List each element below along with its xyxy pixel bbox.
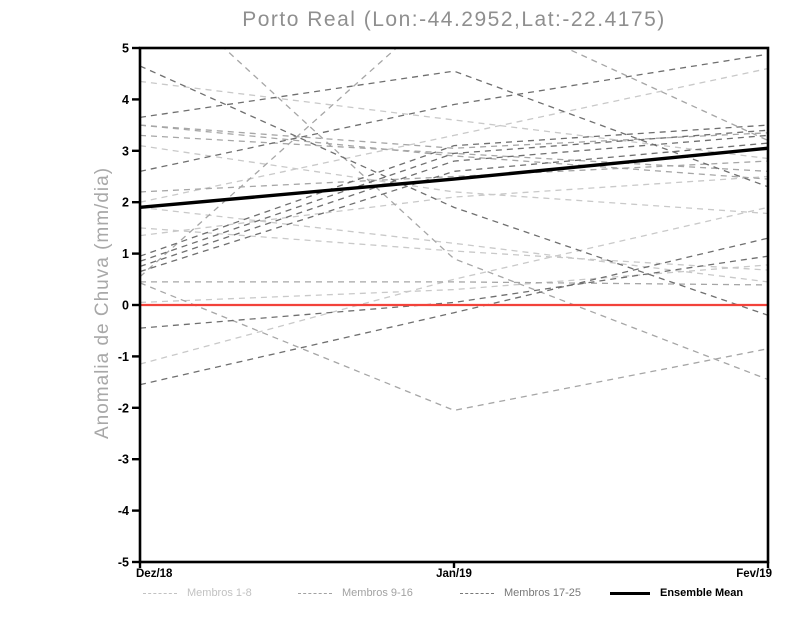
member-line <box>140 124 768 149</box>
x-tick-label: Fev/19 <box>736 568 772 580</box>
member-line-sample <box>143 593 177 594</box>
legend-label: Membros 1-8 <box>187 587 252 599</box>
legend-label: Membros 17-25 <box>504 587 582 599</box>
x-tick-label: Jan/19 <box>436 568 472 580</box>
mean-line-sample <box>610 592 650 595</box>
legend-label: Ensemble Mean <box>660 587 744 599</box>
member-line <box>140 237 768 386</box>
legend-label: Membros 9-16 <box>342 587 413 599</box>
y-tick-label: 4 <box>122 93 129 107</box>
y-tick-label: 0 <box>122 299 129 313</box>
ensemble-mean-line <box>140 146 768 210</box>
member-line <box>140 255 768 329</box>
member-line <box>140 129 768 262</box>
y-tick-label: 3 <box>122 144 129 158</box>
member-line <box>140 206 768 283</box>
y-tick-label: -2 <box>118 401 129 415</box>
member-line <box>140 175 768 237</box>
member-line <box>140 160 768 193</box>
member-line <box>140 48 768 278</box>
member-line <box>140 134 768 173</box>
y-tick-label: -1 <box>118 350 129 364</box>
member-line <box>140 70 768 188</box>
member-line-sample <box>460 593 494 594</box>
member-line <box>140 67 768 203</box>
y-tick-label: 5 <box>122 42 129 56</box>
y-tick-label: 2 <box>122 196 129 210</box>
member-line <box>140 206 768 365</box>
member-line <box>223 48 768 381</box>
member-line <box>140 227 768 271</box>
member-line <box>140 134 768 268</box>
member-line <box>140 282 768 412</box>
y-axis-label: Anomalia de Chuva (mm/dia) <box>92 166 113 440</box>
member-line <box>140 281 768 286</box>
member-line <box>140 124 768 257</box>
member-line <box>140 65 768 316</box>
legend: Membros 1-8 Membros 9-16 Membros 17-25 Ense… <box>0 585 800 603</box>
member-line <box>140 264 768 304</box>
member-line <box>140 53 768 172</box>
y-tick-label: -4 <box>118 504 129 518</box>
member-line <box>140 80 768 160</box>
member-line <box>140 142 768 273</box>
member-line-sample <box>298 593 332 594</box>
x-tick-label: Dez/18 <box>136 568 173 580</box>
y-tick-label: -5 <box>118 556 129 570</box>
chart-title: Porto Real (Lon:-44.2952,Lat:-22.4175) <box>242 8 666 31</box>
y-tick-label: 1 <box>122 247 129 261</box>
y-tick-label: -3 <box>118 453 129 467</box>
